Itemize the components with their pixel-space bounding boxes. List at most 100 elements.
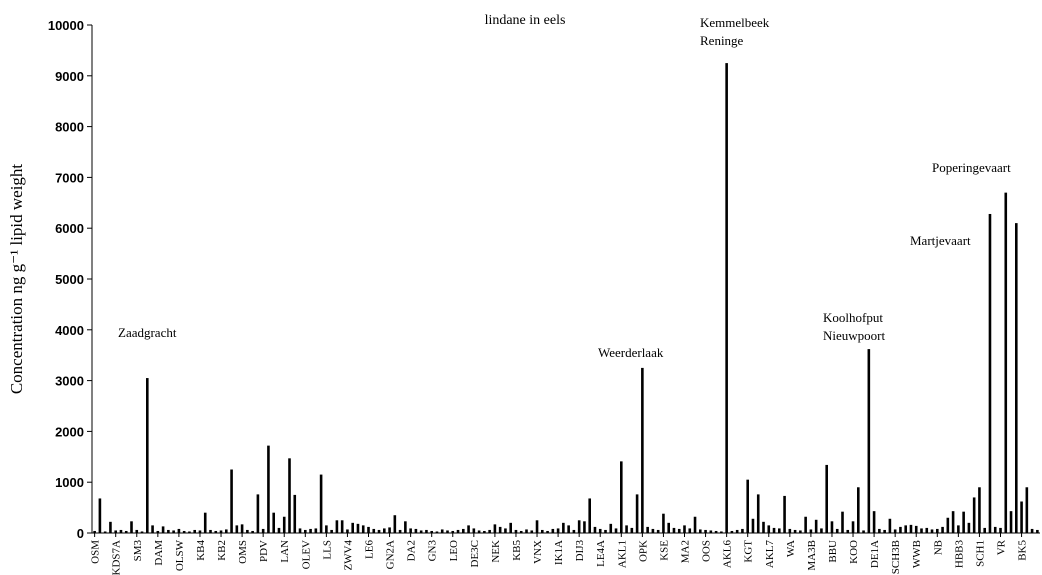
bar [398,529,402,533]
bar [451,530,455,533]
bar [135,529,139,533]
bar [277,527,281,533]
x-tick-label: KB5 [511,540,523,561]
x-tick-label: LLS [321,540,333,560]
bar [103,531,107,533]
bar [435,531,439,533]
bar [646,526,649,533]
bar [988,213,992,533]
bar [835,528,839,533]
bar [161,526,165,533]
bar [920,528,923,533]
bar [925,527,929,533]
x-tick-label: DIJ3 [574,540,586,562]
bar [377,529,381,533]
bar [203,512,207,533]
bar [304,529,307,533]
x-tick-label: SCH3B [890,540,902,574]
bar [167,529,170,533]
x-tick-label: LEO [448,540,460,561]
x-tick-label: SCH1 [974,540,986,567]
bar [361,525,365,533]
bar [693,516,697,533]
annotation: Zaadgracht [118,325,177,340]
bar [1025,487,1029,533]
x-tick-label: KOO [848,540,860,564]
bar [914,525,918,533]
bar [830,521,834,533]
bar [367,526,370,533]
bar [883,529,886,533]
x-tick-label: SM3 [132,540,144,562]
bar [667,522,670,533]
bar [556,528,560,533]
x-tick-label: AKL1 [616,540,628,568]
bar [756,494,760,533]
bar [419,530,423,533]
bar [672,527,676,533]
bar [404,521,407,533]
bar [893,529,897,533]
bar [414,528,418,533]
bar [1004,192,1008,533]
x-tick-label: OOS [701,540,713,562]
x-tick-label: KSE [658,540,670,561]
bar [567,525,570,533]
bar [193,529,196,533]
bar [346,529,349,533]
bar [930,529,934,533]
bar [467,525,470,533]
bar [967,522,971,533]
x-tick-label: ZWV4 [342,540,354,571]
bar [872,511,876,533]
bar [504,528,507,533]
bar [593,526,597,533]
x-tick-label: BBU [827,540,839,563]
y-tick-label: 8000 [55,120,84,135]
x-tick-label: VR [996,539,1008,555]
x-tick-label: MA3B [806,540,818,571]
x-tick-label: NB [932,540,944,555]
bar [978,487,981,533]
bar [778,528,781,533]
bar [1030,528,1034,533]
chart-title: lindane in eels [485,13,566,28]
bar [793,529,797,533]
bar [335,520,339,533]
bar [651,528,655,533]
bar [483,530,486,533]
bar [741,528,744,533]
bar [1036,529,1039,533]
bar [704,529,707,533]
bar [140,531,144,533]
bar [762,521,765,533]
bar [951,511,955,533]
bar [1020,501,1023,533]
bar [804,516,807,533]
bar [767,525,771,533]
bar [240,524,244,533]
bar [699,529,702,533]
bar [230,469,233,533]
bar [214,530,218,533]
bar [293,494,297,533]
bar [936,528,939,533]
x-tick-label: PDV [258,540,270,562]
bar [725,63,728,533]
bar [904,525,907,533]
bar [172,530,175,533]
y-tick-label: 5000 [55,272,84,287]
bar [109,521,112,533]
bar [383,528,386,533]
bar [514,529,518,533]
bar [519,530,523,533]
bar [630,527,634,533]
bar [114,530,117,533]
bar [225,529,228,533]
bar [546,530,549,533]
bar [999,527,1002,533]
y-tick-label: 4000 [55,323,84,338]
x-tick-label: OPK [637,540,649,562]
x-tick-label: DAM [153,540,165,566]
bar [993,526,997,533]
